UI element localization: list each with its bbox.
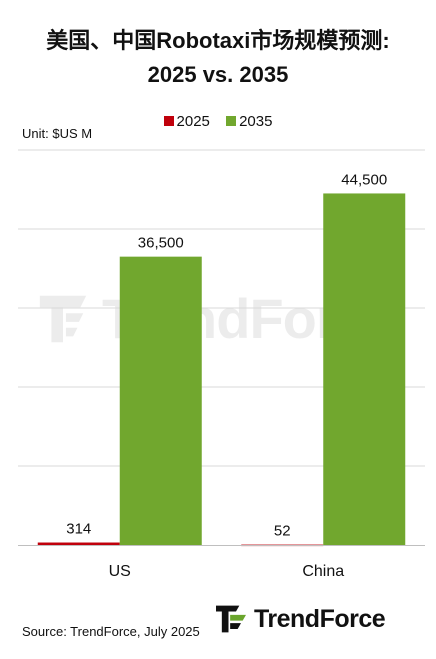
legend-label-2025: 2025 (176, 113, 210, 130)
legend-swatch-2025 (163, 116, 174, 126)
legend: 2025 2035 (0, 113, 436, 130)
bar-2035-china (323, 193, 406, 545)
data-label-2035-china: 44,500 (341, 171, 387, 188)
trendforce-logo: TrendForce (214, 604, 386, 634)
data-label-2025-china: 52 (274, 523, 291, 540)
trendforce-watermark-icon (39, 295, 87, 342)
unit-label: Unit: $US M (22, 126, 93, 141)
bar-2035-us (119, 256, 202, 545)
legend-swatch-2035 (226, 116, 237, 126)
trendforce-logo-icon (216, 605, 246, 633)
chart-title-line1: 美国、中国Robotaxi市场规模预测: (46, 28, 390, 53)
data-label-2025-us: 314 (66, 521, 91, 538)
x-tick-label-us: US (109, 563, 131, 580)
chart-title-line2: 2025 vs. 2035 (147, 62, 289, 87)
legend-label-2035: 2035 (239, 113, 273, 130)
bar-2025-us (37, 542, 120, 545)
legend-item-2025: 2025 (163, 113, 210, 130)
logo-text: TrendForce (254, 604, 386, 633)
x-tick-label-china: China (302, 563, 344, 580)
legend-item-2035: 2035 (226, 113, 272, 130)
source-note: Source: TrendForce, July 2025 (22, 624, 200, 639)
data-label-2035-us: 36,500 (138, 235, 184, 252)
